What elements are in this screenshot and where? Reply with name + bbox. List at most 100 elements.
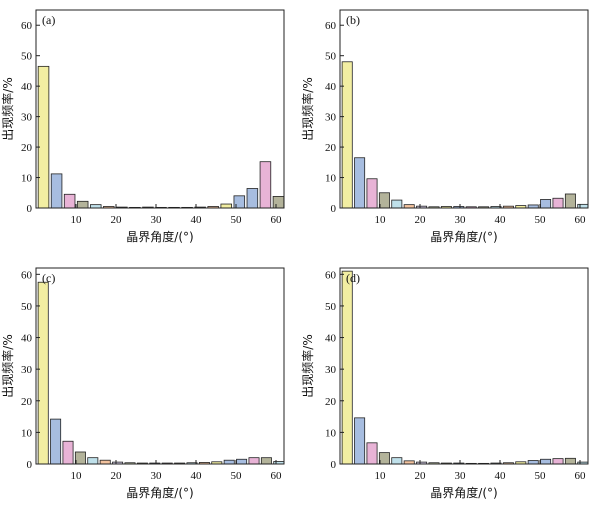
chart-b-bar-2 [366,178,378,209]
chart-panel-c: 0 10 20 30 40 50 60 10 20 30 40 50 60 (c) 晶界角度/(°) 出现频率… [0,258,290,514]
chart-d-bar-3 [378,452,390,465]
chart-c-bar-1 [50,418,62,465]
chart-b-xtick-label-4: 50 [535,214,547,226]
chart-c-xtick-label-5: 60 [271,470,283,482]
chart-c-svg: 0 10 20 30 40 50 60 10 20 30 40 50 60 (c) 晶界角度/(°) 出现频率… [0,267,285,500]
chart-a-ylabel: 出现频率/% [0,77,15,140]
chart-d-bar-17 [552,458,564,465]
chart-a-bar-0 [37,65,50,209]
chart-c-xtick-label-1: 20 [111,470,123,482]
chart-a-bar-14 [220,203,233,209]
chart-a-xlabel: 晶界角度/(°) [126,229,193,244]
chart-b-ytick-label-1: 10 [325,173,337,185]
chart-c-bar-17 [248,457,260,465]
chart-d-bar-16 [540,458,552,465]
chart-d-xtick-label-1: 20 [415,470,427,482]
chart-b-bar-16 [540,199,552,209]
chart-c-bar-4 [87,457,99,465]
chart-c-ytick-label-3: 30 [21,364,33,376]
chart-b-bar-17 [552,197,564,209]
chart-c-frame [35,267,285,465]
chart-b-frame [339,9,589,209]
chart-a-ytick-label-4: 40 [21,81,33,93]
chart-c-ylabel: 出现频率/% [0,334,15,397]
chart-a-ytick-label-6: 60 [21,20,33,32]
chart-c-xlabel: 晶界角度/(°) [126,485,193,500]
chart-b-xtick-label-0: 10 [375,214,387,226]
chart-panel-d: 0 10 20 30 40 50 60 10 20 30 40 50 60 (d) 晶界角度/(°) 出现频率… [300,258,596,514]
chart-a-bar-1 [50,173,63,209]
chart-c-ytick-label-2: 20 [21,396,33,408]
chart-b-bar-5 [403,204,415,209]
chart-b-ytick-label-3: 30 [325,112,337,124]
chart-a-bar-3 [76,200,89,209]
chart-d-panel-label: (d) [346,271,360,285]
chart-a-xtick-label-4: 50 [231,214,243,226]
chart-d-ytick-label-1: 10 [325,427,337,439]
chart-a-xtick-label-3: 40 [191,214,203,226]
chart-b-ytick-label-6: 60 [325,20,337,32]
chart-b-bar-3 [378,192,390,209]
chart-d-bar-0 [341,270,353,465]
chart-c-ytick-label-4: 40 [21,333,33,345]
chart-c-bar-2 [62,440,74,465]
chart-d-xtick-label-0: 10 [375,470,387,482]
chart-a-svg: 0 10 20 30 40 50 60 10 20 30 40 50 60 (a) 晶界角度/(°) 出现频率… [0,9,285,244]
chart-d-svg: 0 10 20 30 40 50 60 10 20 30 40 50 60 (d) 晶界角度/(°) 出现频率… [300,267,589,500]
chart-b-ytick-label-4: 40 [325,81,337,93]
chart-a-xtick-label-1: 20 [111,214,123,226]
chart-c-panel-label: (c) [42,271,55,285]
chart-c-ytick-label-0: 0 [27,459,33,471]
chart-d-bar-2 [366,442,378,465]
chart-d-xtick-label-3: 40 [495,470,507,482]
chart-d-ytick-label-6: 60 [325,269,337,281]
chart-a-ytick-label-2: 20 [21,142,33,154]
chart-b-ytick-label-2: 20 [325,142,337,154]
chart-b-xtick-label-5: 60 [575,214,587,226]
chart-a-ytick-label-1: 10 [21,173,33,185]
chart-b-xtick-label-2: 30 [455,214,467,226]
chart-d-bar-15 [527,460,539,465]
chart-d-xtick-label-2: 30 [455,470,467,482]
chart-a-frame [35,9,285,209]
chart-b-svg: 0 10 20 30 40 50 60 10 20 30 40 50 60 (b) 晶界角度/(°) 出现频率… [300,9,589,244]
chart-a-bar-2 [63,193,76,209]
chart-a-ytick-label-0: 0 [27,203,33,215]
chart-a-xtick-label-2: 30 [151,214,163,226]
chart-c-bar-15 [223,459,235,465]
chart-a-panel-label: (a) [42,13,55,27]
chart-c-xtick-label-0: 10 [71,470,83,482]
chart-c-bar-16 [236,458,248,465]
chart-d-ytick-label-0: 0 [331,459,337,471]
chart-a-bar-16 [246,188,259,209]
chart-b-ylabel: 出现频率/% [300,77,315,140]
chart-d-xtick-label-4: 50 [535,470,547,482]
chart-c-bar-5 [99,459,111,465]
chart-b-xtick-label-1: 20 [415,214,427,226]
chart-d-ytick-label-4: 40 [325,333,337,345]
chart-b-bar-0 [341,61,353,209]
chart-d-xlabel: 晶界角度/(°) [430,485,497,500]
chart-b-bar-18 [564,193,576,209]
chart-panel-a: 0 10 20 30 40 50 60 10 20 30 40 50 60 (a) 晶界角度/(°) 出现频率… [0,0,290,253]
chart-a-xtick-label-5: 60 [271,214,283,226]
chart-b-ytick-label-5: 50 [325,51,337,63]
chart-b-xlabel: 晶界角度/(°) [430,229,497,244]
chart-c-ytick-label-6: 60 [21,269,33,281]
chart-a-ytick-label-3: 30 [21,112,33,124]
chart-d-xtick-label-5: 60 [575,470,587,482]
chart-d-bar-18 [564,457,576,465]
chart-d-bar-4 [391,457,403,465]
chart-c-xtick-label-4: 50 [231,470,243,482]
chart-c-bar-0 [37,281,49,465]
chart-c-ytick-label-1: 10 [21,427,33,439]
chart-c-bar-18 [260,457,272,465]
chart-b-panel-label: (b) [346,13,360,27]
chart-panel-b: 0 10 20 30 40 50 60 10 20 30 40 50 60 (b) 晶界角度/(°) 出现频率… [300,0,596,253]
chart-d-ytick-label-3: 30 [325,364,337,376]
chart-a-bar-4 [89,204,102,209]
chart-b-bar-19 [577,203,589,209]
chart-a-bar-17 [259,161,272,209]
chart-d-bar-1 [354,417,366,465]
chart-c-bar-3 [74,451,86,465]
